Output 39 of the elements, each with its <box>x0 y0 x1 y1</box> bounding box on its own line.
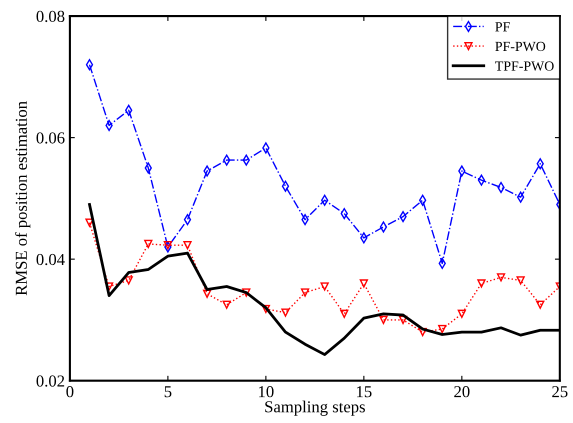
point <box>242 288 250 297</box>
point <box>340 310 348 318</box>
point <box>222 300 231 309</box>
point <box>320 282 329 291</box>
x-tick-label: 25 <box>552 386 568 398</box>
y-tick-label: 0.08 <box>36 10 64 22</box>
point <box>438 324 446 334</box>
x-tick-label: 0 <box>66 386 74 398</box>
point <box>516 276 525 285</box>
x-tick-label: 20 <box>454 386 470 398</box>
x-tick-label: 5 <box>164 386 172 398</box>
point <box>85 218 94 227</box>
point <box>164 241 172 250</box>
legend-label: PF-PWO <box>495 42 546 52</box>
point <box>458 310 466 318</box>
point <box>202 290 212 298</box>
point <box>536 300 544 309</box>
point <box>360 279 368 288</box>
point <box>281 308 290 317</box>
y-tick-label: 0.04 <box>36 254 65 266</box>
point <box>379 316 388 324</box>
point <box>144 240 152 248</box>
x-axis-title: Sampling steps <box>265 400 365 416</box>
x-tick-label: 10 <box>259 386 274 398</box>
y-tick-label: 0.06 <box>36 132 65 144</box>
legend-label: TPF-PWO <box>495 61 554 71</box>
point <box>477 279 486 288</box>
point <box>183 241 192 250</box>
y-axis-title: RMSE of position estimation <box>15 101 30 296</box>
legend-label: PF <box>495 22 510 32</box>
point <box>262 304 270 314</box>
x-tick-label: 15 <box>356 386 372 398</box>
point <box>124 276 133 285</box>
point <box>496 273 506 282</box>
point <box>300 288 310 297</box>
point <box>104 282 114 291</box>
point <box>418 328 427 336</box>
y-tick-label: 0.02 <box>36 375 64 387</box>
point <box>398 316 408 324</box>
